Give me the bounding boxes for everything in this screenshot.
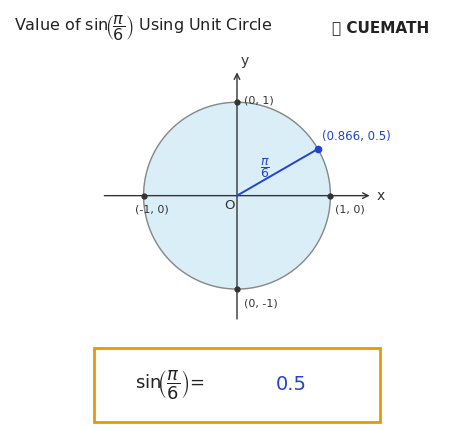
- Text: (0, 1): (0, 1): [244, 96, 273, 106]
- Text: (1, 0): (1, 0): [335, 205, 365, 215]
- Text: (-1, 0): (-1, 0): [135, 205, 169, 215]
- Text: x: x: [376, 189, 384, 203]
- Text: Value of $\mathregular{sin}\!\left(\dfrac{\pi}{6}\right)$ Using Unit Circle: Value of $\mathregular{sin}\!\left(\dfra…: [14, 13, 273, 43]
- Text: O: O: [224, 200, 235, 212]
- Text: (0.866, 0.5): (0.866, 0.5): [322, 130, 391, 143]
- Text: $\dfrac{\pi}{6}$: $\dfrac{\pi}{6}$: [260, 156, 270, 180]
- Text: 🚀 CUEMATH: 🚀 CUEMATH: [332, 21, 429, 35]
- Text: $\mathrm{sin}\!\left(\dfrac{\pi}{6}\right)\!=\,$: $\mathrm{sin}\!\left(\dfrac{\pi}{6}\righ…: [135, 369, 205, 401]
- FancyBboxPatch shape: [94, 348, 380, 421]
- Text: 0.5: 0.5: [276, 375, 307, 394]
- Polygon shape: [144, 102, 330, 289]
- Text: y: y: [241, 54, 249, 68]
- Text: (0, -1): (0, -1): [244, 298, 277, 308]
